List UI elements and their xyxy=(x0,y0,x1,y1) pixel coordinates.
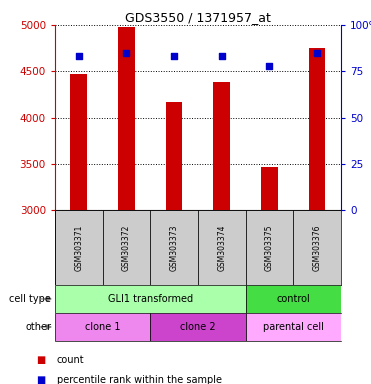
Text: clone 1: clone 1 xyxy=(85,322,120,332)
Bar xyxy=(150,313,246,341)
Bar xyxy=(198,210,246,285)
Point xyxy=(266,63,272,69)
Title: GDS3550 / 1371957_at: GDS3550 / 1371957_at xyxy=(125,11,271,24)
Bar xyxy=(246,313,341,341)
Bar xyxy=(246,285,341,313)
Text: GSM303376: GSM303376 xyxy=(313,224,322,271)
Text: GSM303372: GSM303372 xyxy=(122,224,131,271)
Bar xyxy=(70,74,87,210)
Bar xyxy=(150,210,198,285)
Point xyxy=(219,53,225,60)
Point xyxy=(76,53,82,60)
Text: clone 2: clone 2 xyxy=(180,322,216,332)
Text: ■: ■ xyxy=(36,355,46,365)
Text: GSM303371: GSM303371 xyxy=(74,224,83,271)
Bar xyxy=(246,210,293,285)
Text: GSM303374: GSM303374 xyxy=(217,224,226,271)
Bar xyxy=(261,167,278,210)
Bar xyxy=(166,102,183,210)
Bar xyxy=(118,27,135,210)
Bar xyxy=(55,210,102,285)
Bar xyxy=(293,210,341,285)
Point xyxy=(314,50,320,56)
Text: control: control xyxy=(276,294,310,304)
Bar xyxy=(55,313,150,341)
Text: GSM303373: GSM303373 xyxy=(170,224,178,271)
Text: other: other xyxy=(25,322,51,332)
Text: GSM303375: GSM303375 xyxy=(265,224,274,271)
Text: percentile rank within the sample: percentile rank within the sample xyxy=(57,375,222,384)
Text: GLI1 transformed: GLI1 transformed xyxy=(108,294,193,304)
Text: cell type: cell type xyxy=(9,294,51,304)
Bar xyxy=(55,285,246,313)
Text: count: count xyxy=(57,355,84,365)
Bar xyxy=(102,210,150,285)
Bar xyxy=(213,82,230,210)
Text: parental cell: parental cell xyxy=(263,322,324,332)
Bar xyxy=(309,48,325,210)
Text: ■: ■ xyxy=(36,375,46,384)
Point xyxy=(171,53,177,60)
Point xyxy=(124,50,129,56)
